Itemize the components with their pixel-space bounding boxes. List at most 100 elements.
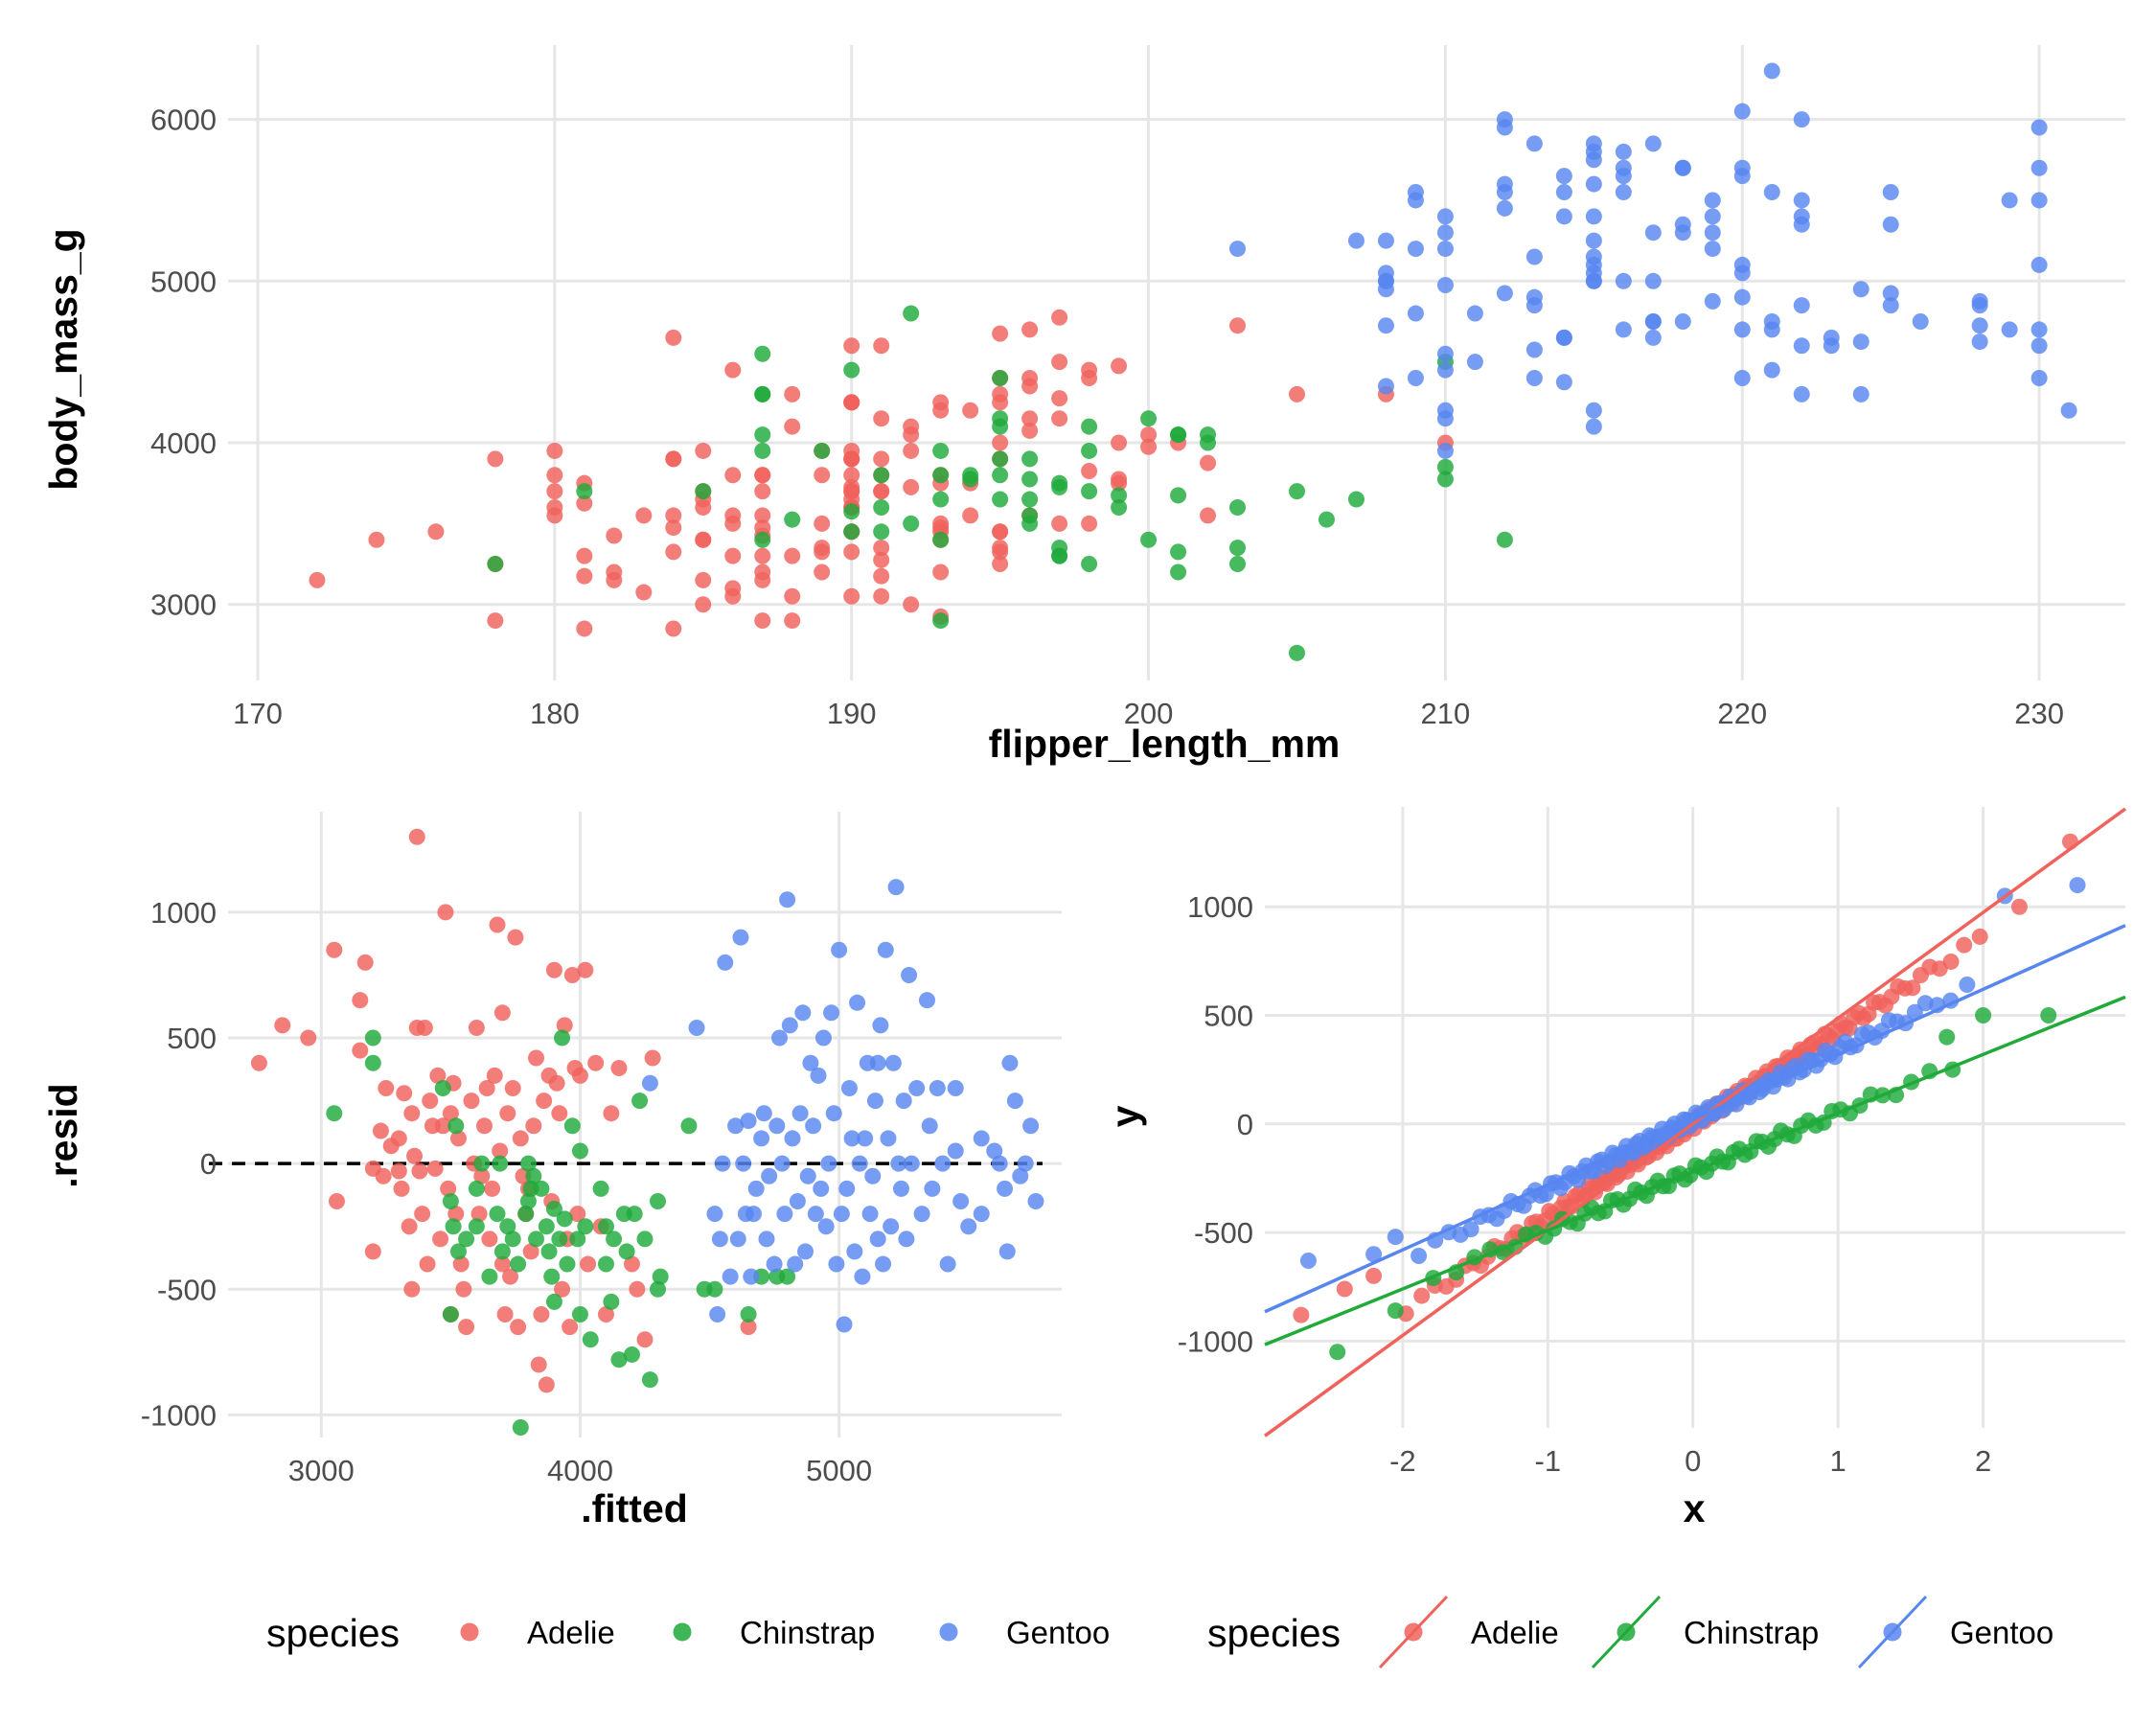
point-adelie — [577, 961, 594, 978]
point-adelie — [1051, 410, 1068, 427]
point-chinstrap — [364, 1029, 381, 1046]
point-chinstrap — [569, 1230, 586, 1248]
point-adelie — [635, 584, 653, 601]
point-gentoo — [823, 1004, 840, 1022]
point-adelie — [406, 1147, 424, 1164]
point-chinstrap — [706, 1280, 723, 1298]
point-gentoo — [1555, 208, 1572, 225]
point-gentoo — [2030, 370, 2048, 387]
point-gentoo — [1733, 321, 1751, 338]
point-gentoo — [960, 1218, 977, 1235]
point-chinstrap — [1051, 540, 1068, 557]
point-gentoo — [1377, 317, 1394, 334]
point-adelie — [665, 507, 682, 524]
point-gentoo — [840, 1079, 858, 1096]
point-adelie — [1200, 507, 1217, 524]
point-adelie — [403, 1280, 421, 1298]
point-chinstrap — [525, 1167, 542, 1184]
point-gentoo — [836, 1316, 853, 1333]
point-chinstrap — [1081, 556, 1098, 573]
x-tick-label: 2 — [1975, 1444, 1991, 1478]
point-gentoo — [1555, 329, 1572, 346]
point-adelie — [576, 547, 593, 564]
point-gentoo — [1674, 224, 1691, 242]
point-adelie — [962, 402, 979, 419]
point-adelie — [1021, 410, 1039, 427]
point-chinstrap — [468, 1180, 485, 1197]
point-chinstrap — [1496, 531, 1513, 548]
point-adelie — [1904, 979, 1921, 997]
point-adelie — [414, 1206, 431, 1223]
point-gentoo — [929, 1079, 946, 1096]
point-chinstrap — [754, 531, 771, 548]
point-chinstrap — [1081, 483, 1098, 500]
point-chinstrap — [1200, 434, 1217, 451]
point-chinstrap — [779, 1268, 796, 1285]
point-gentoo — [1882, 184, 1899, 201]
x-tick-label: 5000 — [806, 1454, 872, 1487]
point-gentoo — [913, 1206, 930, 1223]
point-adelie — [873, 410, 890, 427]
point-chinstrap — [577, 1218, 594, 1235]
point-gentoo — [1644, 135, 1662, 152]
data-points — [1293, 833, 2086, 1361]
point-gentoo — [1585, 418, 1602, 435]
point-gentoo — [1763, 184, 1780, 201]
point-gentoo — [869, 1054, 886, 1071]
point-gentoo — [1585, 135, 1602, 152]
point-gentoo — [1615, 272, 1632, 289]
point-adelie — [843, 450, 860, 468]
point-gentoo — [2030, 119, 2048, 136]
point-chinstrap — [680, 1117, 698, 1135]
legend-item-chinstrap: Chinstrap — [1591, 1595, 1819, 1669]
point-chinstrap — [481, 1268, 498, 1285]
point-chinstrap — [442, 1305, 459, 1322]
point-adelie — [486, 1067, 503, 1084]
point-gentoo — [743, 1268, 760, 1285]
point-adelie — [475, 1117, 493, 1135]
x-tick-label: 190 — [827, 697, 877, 730]
point-chinstrap — [1081, 442, 1098, 459]
point-chinstrap — [754, 345, 771, 362]
y-tick-labels: -1000 -500 0 500 1000 — [141, 896, 217, 1432]
legend-label-gentoo: Gentoo — [1950, 1615, 2053, 1650]
point-gentoo — [833, 1206, 850, 1223]
point-adelie — [422, 1092, 439, 1110]
point-adelie — [843, 587, 860, 605]
point-adelie — [695, 596, 712, 613]
point-adelie — [468, 1020, 485, 1037]
point-adelie — [1081, 463, 1098, 480]
point-gentoo — [740, 1113, 757, 1130]
point-chinstrap — [442, 1192, 459, 1209]
point-adelie — [538, 1376, 555, 1393]
point-gentoo — [973, 1206, 990, 1223]
point-adelie — [754, 467, 771, 484]
point-gentoo — [828, 1255, 845, 1273]
point-adelie — [992, 556, 1009, 573]
point-adelie — [554, 1280, 571, 1298]
point-adelie — [576, 620, 593, 637]
point-chinstrap — [1975, 1007, 1992, 1024]
point-gentoo — [947, 1079, 964, 1096]
point-gentoo — [901, 966, 918, 983]
point-adelie — [512, 1130, 529, 1147]
point-chinstrap — [449, 1243, 467, 1260]
point-gentoo — [1733, 256, 1751, 273]
point-adelie — [481, 1230, 498, 1248]
point-adelie — [326, 941, 343, 958]
point-adelie — [695, 442, 712, 459]
point-gentoo — [843, 1130, 860, 1147]
legend-item-adelie: Adelie — [1378, 1595, 1559, 1669]
point-gentoo — [1436, 442, 1454, 459]
point-gentoo — [1411, 1248, 1428, 1265]
point-gentoo — [2001, 321, 2018, 338]
point-gentoo — [2030, 192, 2048, 209]
point-gentoo — [1436, 241, 1454, 258]
point-adelie — [473, 1167, 491, 1184]
point-adelie — [536, 1092, 553, 1110]
point-gentoo — [1525, 248, 1543, 265]
point-gentoo — [1585, 175, 1602, 193]
point-adelie — [635, 507, 653, 524]
